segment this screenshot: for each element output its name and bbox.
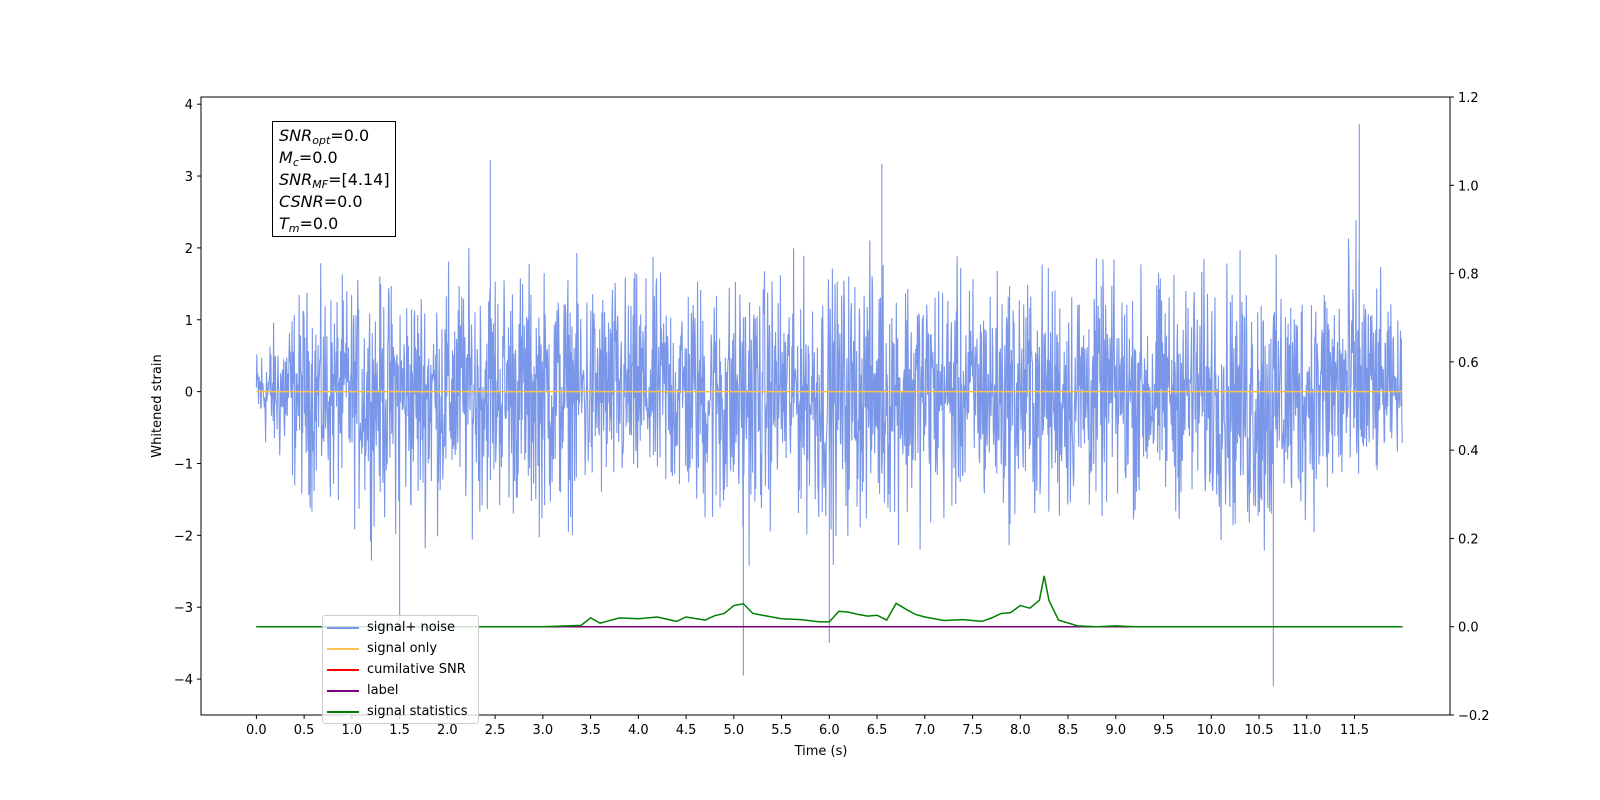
y-tick-label: −4 (174, 673, 193, 688)
y-tick-label: −1 (174, 457, 193, 472)
series-signal-noise-line (255, 124, 1403, 687)
x-tick-label: 0.5 (294, 723, 315, 738)
y-tick-label: 2 (185, 242, 193, 257)
legend-swatch (327, 668, 359, 671)
mc-line: Mc=0.0 (279, 147, 395, 169)
snr-opt-symbol: SNR (279, 126, 313, 145)
mc-symbol: M (279, 148, 293, 167)
legend-label: signal+ noise (367, 620, 456, 635)
legend-label: signal statistics (367, 704, 468, 719)
x-tick-label: 5.5 (771, 723, 792, 738)
x-tick-label: 8.0 (1010, 723, 1031, 738)
snr-opt-line: SNRopt=0.0 (279, 125, 395, 147)
y-axis-left: −4 −3 −2 −1 0 1 2 3 4 (174, 98, 201, 688)
x-tick-label: 7.5 (962, 723, 983, 738)
x-tick-label: 6.5 (867, 723, 888, 738)
y-tick-label: 0 (185, 386, 193, 401)
legend-label: signal only (367, 641, 438, 656)
x-tick-label: 11.5 (1340, 723, 1369, 738)
legend-swatch (327, 647, 359, 650)
snr-mf-subscript: MF (312, 178, 329, 191)
legend-label: cumilative SNR (367, 662, 466, 677)
x-axis: 0.0 0.5 1.0 1.5 2.0 2.5 3.0 3.5 4.0 4.5 5.0 5.5 6.0 6… (246, 715, 1369, 738)
snr-opt-value: =0.0 (330, 126, 370, 145)
series-signal-statistics-line (256, 575, 1403, 628)
y-tick-label: 4 (185, 98, 193, 113)
legend-item: label (327, 680, 478, 701)
axes-frame (200, 96, 1451, 716)
series-layer (255, 124, 1403, 687)
x-tick-label: 10.5 (1245, 723, 1274, 738)
csnr-symbol: CSNR (279, 192, 324, 211)
parameter-annotation-box: SNRopt=0.0 Mc=0.0 SNRMF=[4.14] CSNR=0.0 … (272, 121, 396, 237)
snr-mf-symbol: SNR (279, 170, 313, 189)
x-tick-label: 1.0 (342, 723, 363, 738)
x-tick-label: 9.5 (1153, 723, 1174, 738)
legend-swatch (327, 710, 359, 713)
x-tick-label: 0.0 (246, 723, 267, 738)
x-axis-label: Time (s) (794, 744, 848, 759)
y-tick-label: −2 (174, 529, 193, 544)
y-axis-right: −0.2 0.0 0.2 0.4 0.6 0.8 1.0 1.2 (1450, 91, 1490, 724)
legend: signal+ noise signal only cumilative SNR… (322, 615, 479, 724)
x-tick-label: 10.0 (1197, 723, 1226, 738)
y2-tick-label: 0.8 (1458, 268, 1479, 283)
csnr-line: CSNR=0.0 (279, 191, 395, 213)
x-tick-label: 3.5 (580, 723, 601, 738)
legend-swatch (327, 626, 359, 629)
x-tick-label: 11.0 (1292, 723, 1321, 738)
legend-item: cumilative SNR (327, 659, 478, 680)
tm-subscript: m (288, 222, 300, 235)
snr-mf-value: =[4.14] (328, 170, 390, 189)
y2-tick-label: −0.2 (1458, 709, 1490, 724)
x-tick-label: 3.0 (533, 723, 554, 738)
snr-mf-line: SNRMF=[4.14] (279, 169, 395, 191)
x-tick-label: 8.5 (1058, 723, 1079, 738)
x-tick-label: 2.5 (485, 723, 506, 738)
y2-tick-label: 1.0 (1458, 179, 1479, 194)
y-tick-label: −3 (174, 601, 193, 616)
mc-subscript: c (292, 156, 299, 169)
y2-tick-label: 0.6 (1458, 356, 1479, 371)
x-tick-label: 2.0 (437, 723, 458, 738)
y2-tick-label: 0.0 (1458, 621, 1479, 636)
x-tick-label: 5.0 (723, 723, 744, 738)
y-tick-label: 3 (185, 170, 193, 185)
tm-value: =0.0 (299, 214, 339, 233)
x-tick-label: 4.5 (676, 723, 697, 738)
y2-tick-label: 0.4 (1458, 444, 1479, 459)
tm-line: Tm=0.0 (279, 213, 395, 235)
legend-item: signal statistics (327, 701, 478, 722)
csnr-value: =0.0 (323, 192, 363, 211)
y2-tick-label: 1.2 (1458, 91, 1479, 106)
y2-tick-label: 0.2 (1458, 532, 1479, 547)
tm-symbol: T (279, 214, 289, 233)
legend-item: signal only (327, 638, 478, 659)
x-tick-label: 4.0 (628, 723, 649, 738)
legend-label: label (367, 683, 399, 698)
snr-opt-subscript: opt (312, 134, 331, 147)
y-axis-label: Whitened strain (150, 354, 165, 457)
y-tick-label: 1 (185, 314, 193, 329)
x-tick-label: 1.5 (389, 723, 410, 738)
legend-swatch (327, 689, 359, 692)
mc-value: =0.0 (298, 148, 338, 167)
x-tick-label: 7.0 (914, 723, 935, 738)
x-tick-label: 9.0 (1105, 723, 1126, 738)
x-tick-label: 6.0 (819, 723, 840, 738)
legend-item: signal+ noise (327, 617, 478, 638)
